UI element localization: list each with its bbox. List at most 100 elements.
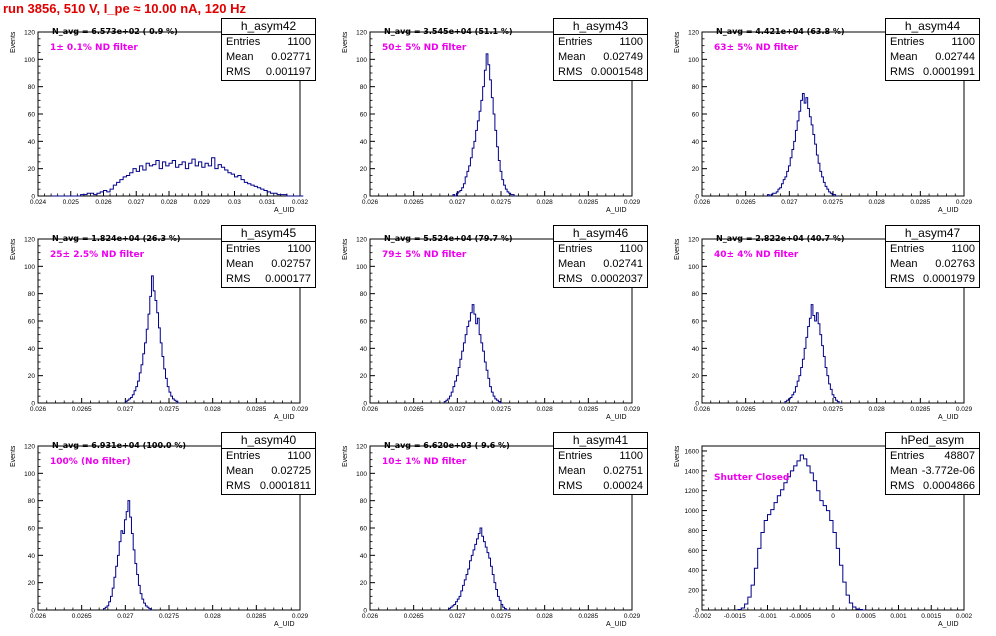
- stats-title: h_asym45: [222, 226, 315, 242]
- x-tick-label: 0.026: [30, 406, 47, 413]
- histogram-plot: 0.024 0.025 0.026 0.027 0.028 0.029 0.03 0.031 0…: [24, 30, 308, 207]
- histogram-panel-h-asym45: 0.026 0.0265 0.027 0.0275 0.028 0.0285 0.029 0 2…: [0, 222, 332, 429]
- stats-row-entries: Entries 1100: [554, 35, 647, 50]
- x-tick-label: 0.028: [205, 613, 222, 620]
- stats-value: 0.02757: [271, 258, 311, 270]
- y-tick-label: 80: [360, 291, 368, 298]
- stats-row-rms: RMS 0.0001811: [222, 479, 315, 494]
- y-axis-label: Events: [674, 445, 681, 467]
- stats-row-mean: Mean 0.02725: [222, 464, 315, 479]
- x-tick-label: 0.0275: [823, 199, 843, 206]
- x-tick-label: -0.0015: [724, 613, 746, 620]
- histogram-panel-h-asym41: 0.026 0.0265 0.027 0.0275 0.028 0.0285 0.029 0 2…: [332, 429, 664, 636]
- stats-value: 0.001197: [265, 66, 311, 78]
- stats-row-mean: Mean 0.02751: [554, 464, 647, 479]
- filter-label: 50± 5% ND filter: [382, 43, 467, 53]
- x-tick-label: 0.026: [362, 613, 379, 620]
- stats-title: h_asym44: [886, 19, 979, 35]
- x-tick-label: 0.0015: [921, 613, 941, 620]
- y-tick-label: 100: [24, 471, 35, 478]
- stats-key: Entries: [226, 36, 261, 48]
- x-tick-label: 0.027: [781, 199, 798, 206]
- y-tick-label: 0: [363, 194, 367, 201]
- y-tick-label: 80: [28, 291, 36, 298]
- stats-row-entries: Entries 1100: [886, 242, 979, 257]
- stats-key: Entries: [558, 450, 593, 462]
- x-tick-label: 0.028: [161, 199, 178, 206]
- stats-key: RMS: [558, 66, 583, 78]
- histogram-panel-h-asym42: 0.024 0.025 0.026 0.027 0.028 0.029 0.03 0.031 0…: [0, 15, 332, 222]
- stats-value: 0.0004866: [923, 480, 975, 492]
- x-tick-label: 0.0275: [159, 406, 179, 413]
- n-avg-label: N_avg = 4.421e+04 (63.8 %): [716, 27, 845, 36]
- stats-value: -3.772e-06: [921, 465, 975, 477]
- x-tick-label: 0.031: [259, 199, 276, 206]
- stats-value: 0.0001548: [591, 66, 643, 78]
- run-title: run 3856, 510 V, I_pe ≈ 10.00 nA, 120 Hz: [3, 1, 246, 16]
- stats-title: h_asym40: [222, 433, 315, 449]
- x-tick-label: 0.0265: [404, 406, 424, 413]
- y-tick-label: 100: [688, 57, 699, 64]
- histogram-panel-h-asym43: 0.026 0.0265 0.027 0.0275 0.028 0.0285 0.029 0 2…: [332, 15, 664, 222]
- stats-title: h_asym47: [886, 226, 979, 242]
- y-axis-label: Events: [10, 238, 17, 260]
- stats-value: 0.02749: [603, 51, 643, 63]
- stats-value: 1100: [287, 450, 311, 462]
- stats-title: h_asym42: [222, 19, 315, 35]
- x-tick-label: 0.029: [292, 406, 309, 413]
- histogram-panel-hped-asym: -0.002 -0.0015 -0.001 -0.0005 0 0.0005 0.001 0.…: [664, 429, 996, 636]
- stats-value: 0.02725: [271, 465, 311, 477]
- y-tick-label: 20: [28, 166, 36, 173]
- y-tick-label: 200: [688, 588, 699, 595]
- y-tick-label: 60: [28, 319, 36, 326]
- stats-row-entries: Entries 1100: [554, 242, 647, 257]
- stats-title: hPed_asym: [886, 433, 979, 449]
- x-axis-label: A_UID: [274, 207, 295, 214]
- stats-key: Mean: [226, 465, 254, 477]
- histogram-panel-h-asym47: 0.026 0.0265 0.027 0.0275 0.028 0.0285 0.029 0 2…: [664, 222, 996, 429]
- stats-key: Entries: [558, 36, 593, 48]
- y-tick-label: 800: [688, 528, 699, 535]
- y-tick-label: 60: [360, 319, 368, 326]
- y-tick-label: 20: [28, 373, 36, 380]
- x-tick-label: 0.03: [228, 199, 241, 206]
- x-tick-label: 0.0005: [856, 613, 876, 620]
- histogram-plot: 0.026 0.0265 0.027 0.0275 0.028 0.0285 0.029 0 2…: [688, 30, 972, 207]
- stats-row-rms: RMS 0.0004866: [886, 479, 979, 494]
- stats-value: 0.0001979: [923, 273, 975, 285]
- x-axis-label: A_UID: [606, 207, 627, 214]
- y-tick-label: 120: [356, 444, 367, 451]
- x-tick-label: -0.002: [693, 613, 712, 620]
- y-tick-label: 40: [360, 139, 368, 146]
- x-tick-label: 0.029: [956, 406, 973, 413]
- n-avg-label: N_avg = 2.822e+04 (40.7 %): [716, 234, 845, 243]
- y-tick-label: 60: [360, 526, 368, 533]
- y-tick-label: 20: [692, 166, 700, 173]
- x-tick-label: 0.027: [128, 199, 145, 206]
- y-tick-label: 80: [28, 498, 36, 505]
- x-axis-label: A_UID: [274, 414, 295, 421]
- y-tick-label: 20: [692, 373, 700, 380]
- stats-key: Mean: [226, 258, 254, 270]
- stats-box: h_asym47 Entries 1100 Mean 0.02763 RMS 0.00019…: [885, 225, 980, 288]
- y-tick-label: 120: [688, 237, 699, 244]
- stats-key: RMS: [226, 66, 251, 78]
- stats-row-rms: RMS 0.0001991: [886, 65, 979, 80]
- y-tick-label: 40: [692, 139, 700, 146]
- y-tick-label: 20: [28, 580, 36, 587]
- stats-key: Entries: [558, 243, 593, 255]
- y-tick-label: 60: [692, 112, 700, 119]
- stats-value: 0.02744: [935, 51, 975, 63]
- x-tick-label: 0.0275: [823, 406, 843, 413]
- y-tick-label: 80: [360, 84, 368, 91]
- y-tick-label: 0: [31, 194, 35, 201]
- x-tick-label: 0.026: [95, 199, 112, 206]
- y-tick-label: 40: [28, 346, 36, 353]
- stats-title: h_asym46: [554, 226, 647, 242]
- x-tick-label: 0.027: [117, 613, 134, 620]
- y-tick-label: 80: [28, 84, 36, 91]
- stats-value: 1100: [619, 243, 643, 255]
- stats-box: h_asym40 Entries 1100 Mean 0.02725 RMS 0.00018…: [221, 432, 316, 495]
- y-tick-label: 20: [360, 166, 368, 173]
- filter-label: 63± 5% ND filter: [714, 43, 799, 53]
